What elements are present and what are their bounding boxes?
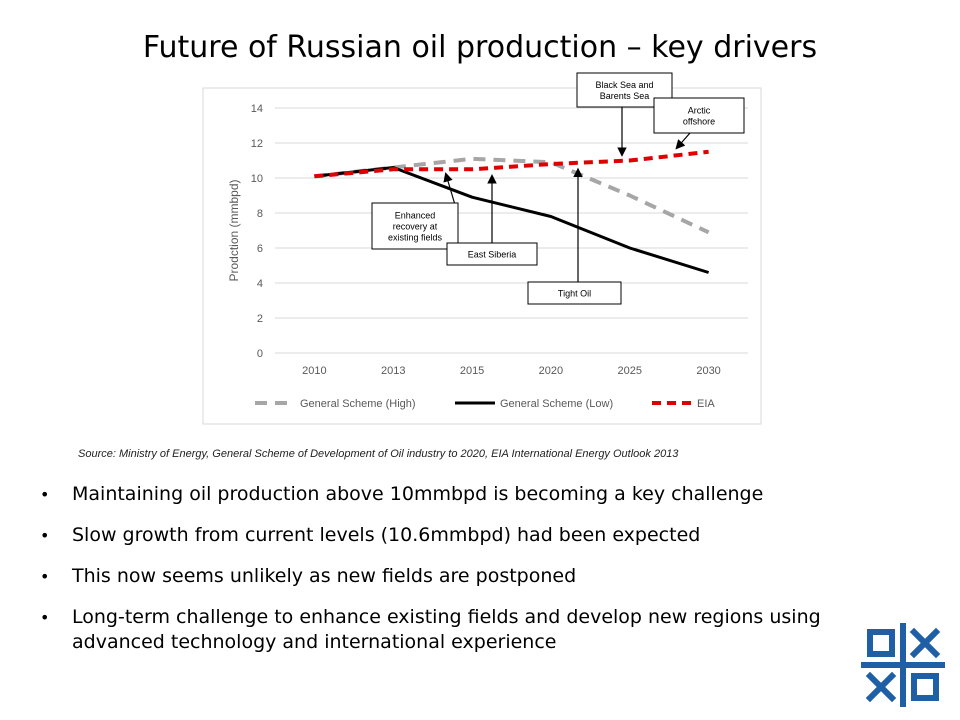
callout-arrow	[675, 132, 691, 150]
bullet-item: • Maintaining oil production above 10mmbp…	[40, 482, 860, 507]
x-tick-label: 2020	[539, 365, 563, 377]
series-line	[314, 149, 709, 179]
bullet-item: • Slow growth from current levels (10.6mm…	[40, 523, 860, 548]
bullet-text: Long-term challenge to enhance existing …	[72, 606, 821, 653]
y-tick-label: 4	[257, 278, 263, 290]
bullet-item: • Long-term challenge to enhance existing…	[40, 605, 860, 655]
logo-icon	[861, 623, 945, 707]
y-tick-label: 2	[257, 313, 263, 325]
callout-box	[653, 97, 745, 134]
bullet-icon: •	[40, 485, 50, 504]
bullet-text: Slow growth from current levels (10.6mmb…	[72, 524, 701, 546]
callout-box	[446, 242, 538, 266]
y-axis-label: Prodction (mmbpd)	[227, 179, 241, 281]
callout-label: Barents Sea	[600, 91, 650, 101]
bullet-text: Maintaining oil production above 10mmbpd…	[72, 483, 764, 505]
callout-label: offshore	[683, 117, 715, 127]
callout-label: Tight Oil	[558, 289, 591, 299]
slide-title: Future of Russian oil production – key d…	[142, 30, 818, 65]
callout-label: Enhanced	[395, 211, 436, 221]
callout-label: recovery at	[393, 222, 438, 232]
callout-label: Black Sea and	[595, 80, 653, 90]
y-tick-label: 14	[251, 103, 263, 115]
source-note: Source: Ministry of Energy, General Sche…	[78, 448, 679, 460]
y-tick-label: 10	[251, 173, 263, 185]
legend-label: General Scheme (Low)	[500, 398, 613, 410]
callout-label: East Siberia	[468, 250, 517, 260]
x-tick-label: 2010	[302, 365, 326, 377]
bullet-text: This now seems unlikely as new fields ar…	[72, 565, 577, 587]
bullet-icon: •	[40, 567, 50, 586]
legend-label: General Scheme (High)	[300, 398, 416, 410]
bullet-list: • Maintaining oil production above 10mmbp…	[40, 482, 860, 671]
callout-label: Arctic	[688, 106, 711, 116]
x-tick-label: 2015	[460, 365, 484, 377]
bullet-icon: •	[40, 608, 50, 627]
y-tick-label: 12	[251, 138, 263, 150]
callout-label: existing fields	[388, 233, 443, 243]
callout-box	[371, 202, 459, 250]
x-tick-label: 2013	[381, 365, 405, 377]
y-tick-label: 6	[257, 243, 263, 255]
x-tick-label: 2030	[696, 365, 720, 377]
y-tick-label: 0	[257, 348, 263, 360]
bullet-icon: •	[40, 526, 50, 545]
x-tick-label: 2025	[618, 365, 642, 377]
y-tick-label: 8	[257, 208, 263, 220]
bullet-item: • This now seems unlikely as new fields a…	[40, 564, 860, 589]
callout-box	[527, 281, 622, 305]
legend-label: EIA	[697, 398, 715, 410]
